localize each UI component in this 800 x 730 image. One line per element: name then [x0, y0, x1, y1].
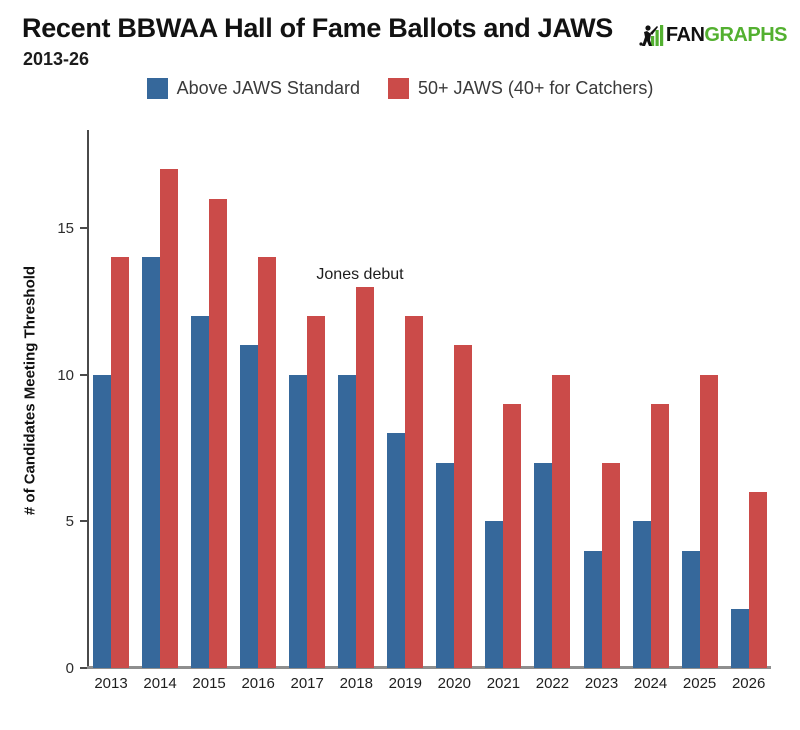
x-tick-label-2013: 2013: [94, 675, 128, 692]
bar-above-jaws-2025: [681, 550, 700, 668]
bar-50-jaws-2015: [209, 198, 228, 668]
bar-50-jaws-2021: [503, 404, 522, 668]
y-tick-label-0: 0: [65, 660, 74, 677]
bar-50-jaws-2020: [454, 345, 473, 668]
bar-above-jaws-2020: [436, 462, 455, 668]
bar-above-jaws-2016: [240, 345, 259, 668]
bar-above-jaws-2017: [289, 374, 308, 668]
legend-label-above-jaws: Above JAWS Standard: [176, 78, 360, 98]
x-axis-line: [87, 666, 771, 669]
bar-above-jaws-2018: [338, 374, 357, 668]
bar-above-jaws-2026: [730, 609, 749, 668]
bar-50-jaws-2013: [111, 257, 129, 668]
y-tick-mark-5: [80, 520, 87, 523]
y-tick-label-15: 15: [57, 220, 74, 237]
bar-above-jaws-2015: [191, 316, 210, 668]
bar-50-jaws-2023: [601, 462, 620, 668]
legend-swatch-blue: [146, 78, 168, 99]
legend-swatch-red: [388, 78, 409, 99]
y-tick-mark-15: [80, 227, 87, 229]
fangraphs-wordmark: FANGRAPHS: [665, 23, 788, 47]
x-tick-label-2018: 2018: [339, 675, 373, 692]
logo-text-fan: FAN: [665, 23, 705, 46]
bar-50-jaws-2025: [699, 374, 718, 668]
bar-50-jaws-2017: [307, 316, 326, 668]
chart-legend: Above JAWS Standard 50+ JAWS (40+ for Ca…: [0, 78, 800, 99]
bar-50-jaws-2026: [748, 492, 767, 668]
legend-item-above-jaws: Above JAWS Standard: [146, 78, 360, 99]
x-tick-label-2015: 2015: [192, 675, 226, 692]
bar-above-jaws-2014: [142, 257, 161, 668]
x-tick-label-2016: 2016: [241, 675, 275, 692]
page-title: Recent BBWAA Hall of Fame Ballots and JA…: [22, 13, 613, 43]
x-tick-label-2026: 2026: [731, 675, 766, 692]
x-tick-label-2020: 2020: [437, 675, 472, 692]
x-tick-label-2021: 2021: [486, 675, 521, 692]
bar-above-jaws-2013: [93, 374, 111, 668]
bar-above-jaws-2019: [387, 433, 406, 668]
bar-50-jaws-2019: [405, 316, 424, 668]
x-tick-label-2023: 2023: [584, 675, 619, 692]
bar-50-jaws-2024: [650, 404, 669, 668]
legend-item-50-jaws: 50+ JAWS (40+ for Catchers): [388, 78, 653, 99]
bar-50-jaws-2014: [160, 169, 179, 668]
logo-text-graphs: GRAPHS: [704, 23, 787, 46]
bar-above-jaws-2022: [534, 462, 553, 668]
y-tick-label-5: 5: [65, 513, 74, 531]
y-axis-line: [87, 130, 89, 668]
x-tick-label-2024: 2024: [633, 675, 668, 692]
bar-above-jaws-2024: [632, 521, 651, 668]
x-tick-label-2019: 2019: [388, 675, 422, 692]
fangraphs-logo: FANGRAPHS: [638, 22, 787, 48]
x-tick-label-2017: 2017: [290, 675, 324, 692]
page-subtitle: 2013-26: [23, 49, 90, 69]
bar-above-jaws-2021: [485, 521, 504, 668]
y-tick-mark-0: [80, 667, 87, 669]
x-tick-label-2014: 2014: [143, 675, 177, 692]
bar-50-jaws-2022: [552, 374, 571, 668]
bar-50-jaws-2016: [258, 257, 277, 668]
bar-above-jaws-2023: [583, 550, 602, 668]
bar-50-jaws-2018: [356, 286, 375, 668]
x-tick-label-2022: 2022: [535, 675, 570, 692]
fangraphs-batter-icon: [638, 22, 664, 48]
x-tick-label-2025: 2025: [682, 675, 717, 692]
y-tick-mark-10: [80, 373, 87, 376]
y-tick-label-10: 10: [57, 366, 74, 384]
y-axis-title: # of Candidates Meeting Threshold: [21, 265, 39, 516]
annotation-jones-debut: Jones debut: [316, 266, 404, 283]
legend-label-50-jaws: 50+ JAWS (40+ for Catchers): [418, 78, 654, 98]
